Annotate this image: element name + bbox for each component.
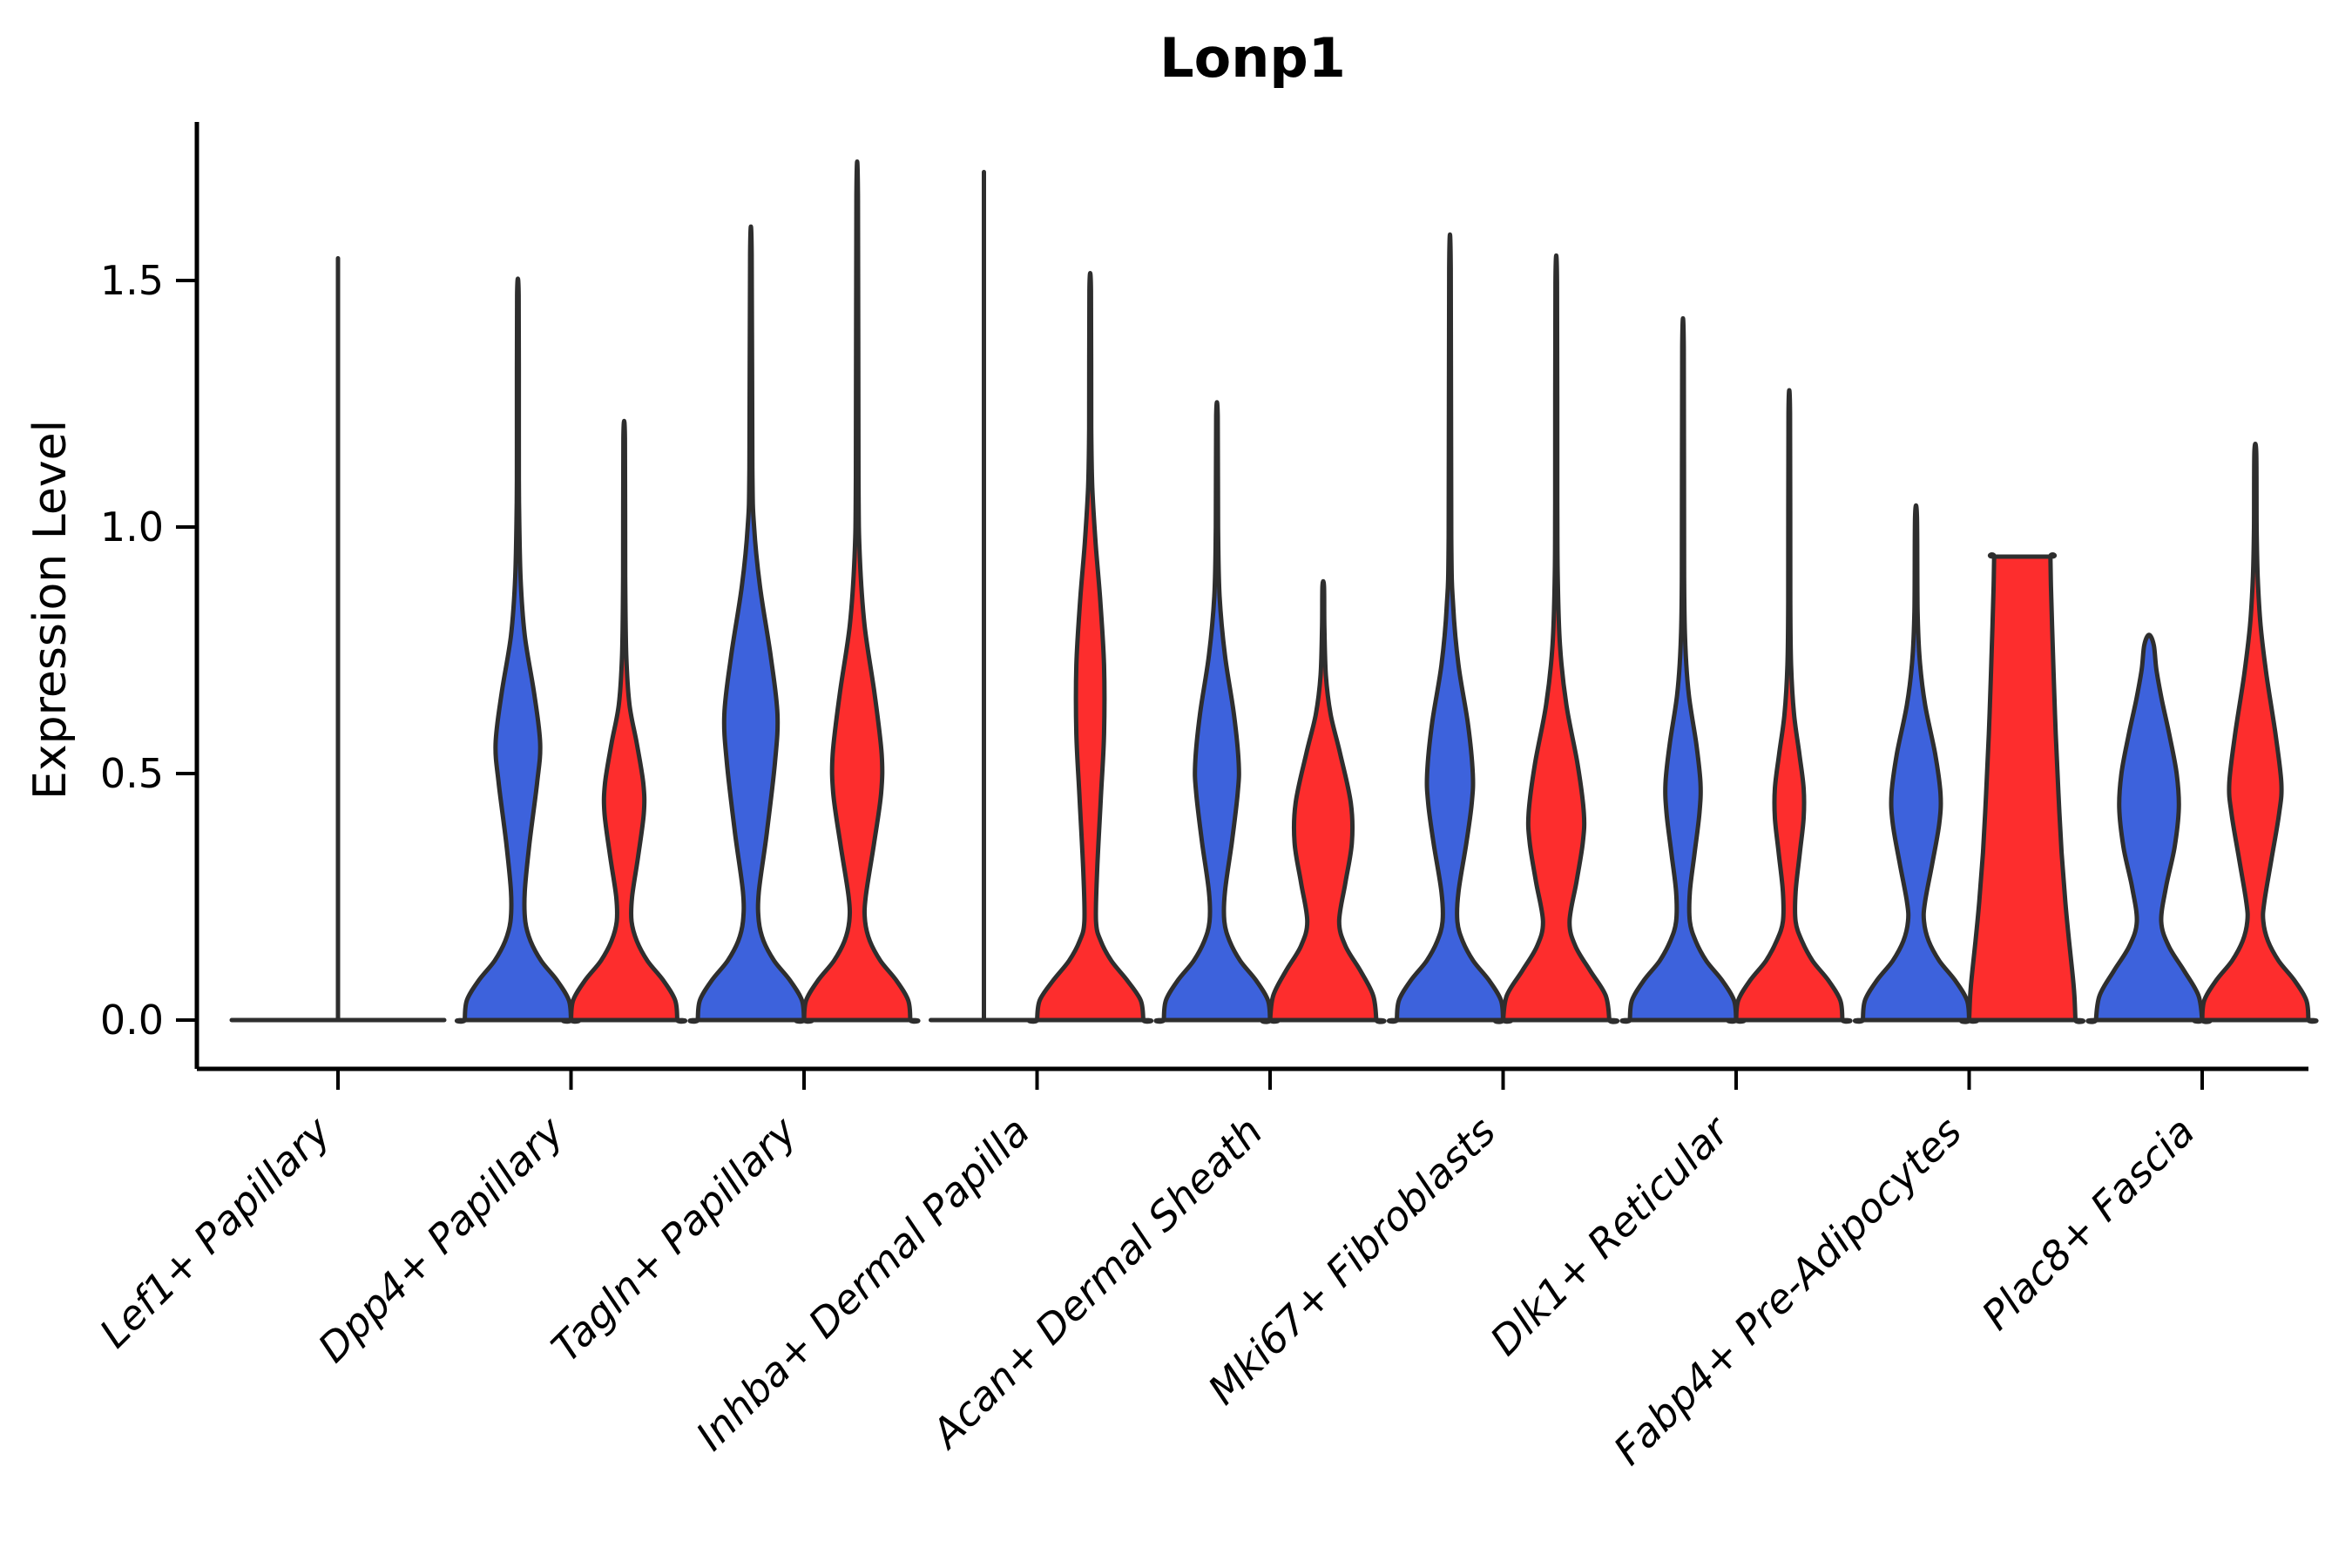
violin-5-left	[1386, 233, 1514, 1024]
violin-5-right	[1492, 253, 1620, 1024]
violin-8-left	[2085, 632, 2213, 1024]
violin-1-left	[454, 276, 582, 1024]
y-tick-label-2: 1.0	[100, 504, 164, 551]
y-tick-label-0: 0.0	[100, 997, 164, 1044]
x-tick-label-6: Dlk1+ Reticular	[1481, 1105, 1740, 1364]
x-tick-label-2: Tagln+ Papillary	[542, 1107, 806, 1371]
violin-2-left	[687, 224, 814, 1024]
violin-7-right	[1959, 552, 2085, 1024]
violin-2-right	[794, 159, 921, 1024]
chart-title: Lonp1	[1159, 26, 1346, 90]
violin-7-left	[1852, 503, 1980, 1024]
x-tick-label-8: Plac8+ Fascia	[1972, 1108, 2203, 1339]
x-tick-label-1: Dpp4+ Papillary	[309, 1107, 573, 1371]
violin-4-right	[1260, 578, 1387, 1024]
violin-6-right	[1726, 388, 1853, 1024]
y-tick-label-1: 0.5	[100, 750, 164, 797]
violin-4-left	[1153, 400, 1281, 1024]
x-tick-label-0: Lef1+ Papillary	[91, 1107, 340, 1356]
violin-3-right	[1026, 271, 1154, 1024]
violin-1-right	[560, 418, 688, 1024]
y-tick-label-3: 1.5	[100, 257, 164, 304]
violin-6-left	[1619, 315, 1747, 1024]
violin-8-right	[2192, 442, 2319, 1024]
